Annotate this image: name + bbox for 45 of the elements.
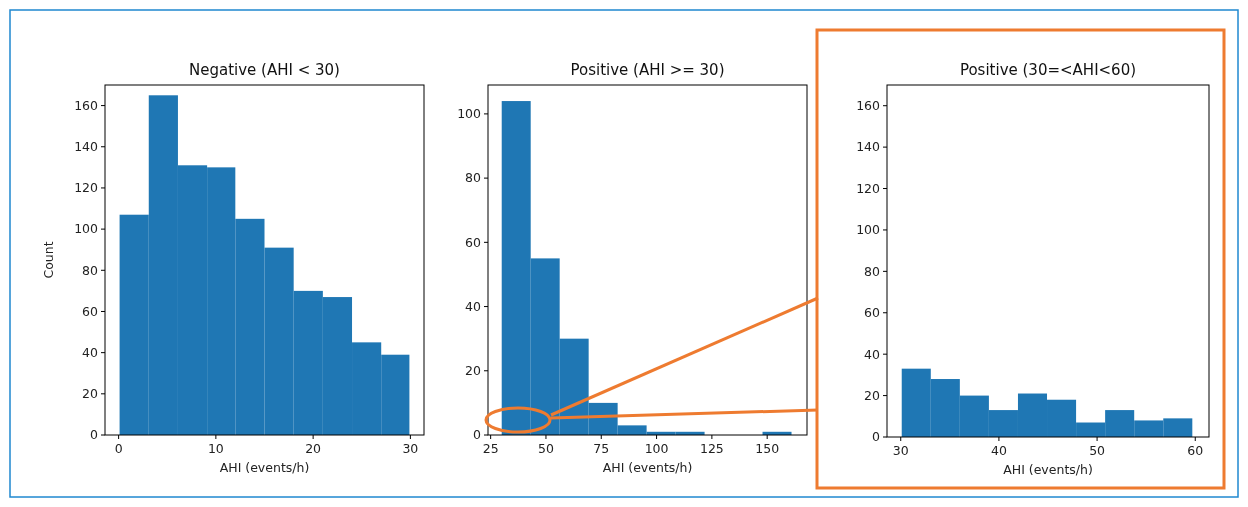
x-tick-label: 60	[1187, 443, 1204, 458]
x-tick-label: 125	[699, 441, 724, 456]
x-axis-title: AHI (events/h)	[1003, 462, 1093, 477]
y-tick-label: 140	[856, 139, 881, 155]
y-tick-label: 160	[856, 98, 881, 114]
chart-title: Positive (AHI >= 30)	[570, 61, 725, 79]
x-tick-label: 75	[593, 441, 610, 456]
y-tick-label: 40	[82, 345, 99, 361]
y-tick-label: 80	[82, 262, 99, 278]
y-tick-label: 60	[82, 303, 99, 319]
y-tick-label: 40	[465, 298, 482, 314]
chart-title: Positive (30=<AHI<60)	[959, 61, 1137, 79]
x-tick-label: 40	[990, 443, 1007, 458]
x-tick-label: 50	[1089, 443, 1106, 458]
x-tick-label: 150	[755, 441, 780, 456]
y-tick-label: 0	[872, 429, 881, 445]
y-tick-label: 80	[864, 263, 881, 279]
y-tick-label: 20	[465, 363, 482, 379]
x-tick-label: 10	[207, 441, 224, 456]
y-tick-label: 40	[864, 346, 881, 362]
y-tick-label: 120	[74, 180, 99, 196]
y-tick-label: 100	[856, 222, 881, 238]
x-tick-label: 0	[114, 441, 123, 456]
chart-title: Negative (AHI < 30)	[189, 61, 340, 79]
y-tick-label: 20	[864, 387, 881, 403]
y-tick-label: 0	[90, 427, 99, 443]
x-tick-label: 20	[305, 441, 322, 456]
y-tick-label: 120	[856, 180, 881, 196]
y-axis-title: Count	[41, 241, 56, 279]
y-tick-label: 100	[457, 106, 482, 122]
y-tick-label: 60	[864, 305, 881, 321]
y-tick-label: 160	[74, 97, 99, 113]
x-axis-title: AHI (events/h)	[219, 460, 310, 475]
x-tick-label: 50	[538, 441, 554, 456]
y-tick-label: 100	[74, 221, 99, 237]
x-tick-label: 30	[402, 441, 419, 456]
y-tick-label: 140	[74, 139, 99, 155]
x-tick-label: 100	[644, 441, 669, 456]
x-tick-label: 25	[482, 441, 499, 456]
y-tick-label: 80	[465, 170, 482, 186]
x-tick-label: 30	[892, 443, 909, 458]
y-tick-label: 60	[465, 234, 482, 250]
x-axis-title: AHI (events/h)	[602, 460, 693, 475]
y-tick-label: 0	[473, 427, 482, 443]
y-tick-label: 20	[82, 386, 99, 402]
